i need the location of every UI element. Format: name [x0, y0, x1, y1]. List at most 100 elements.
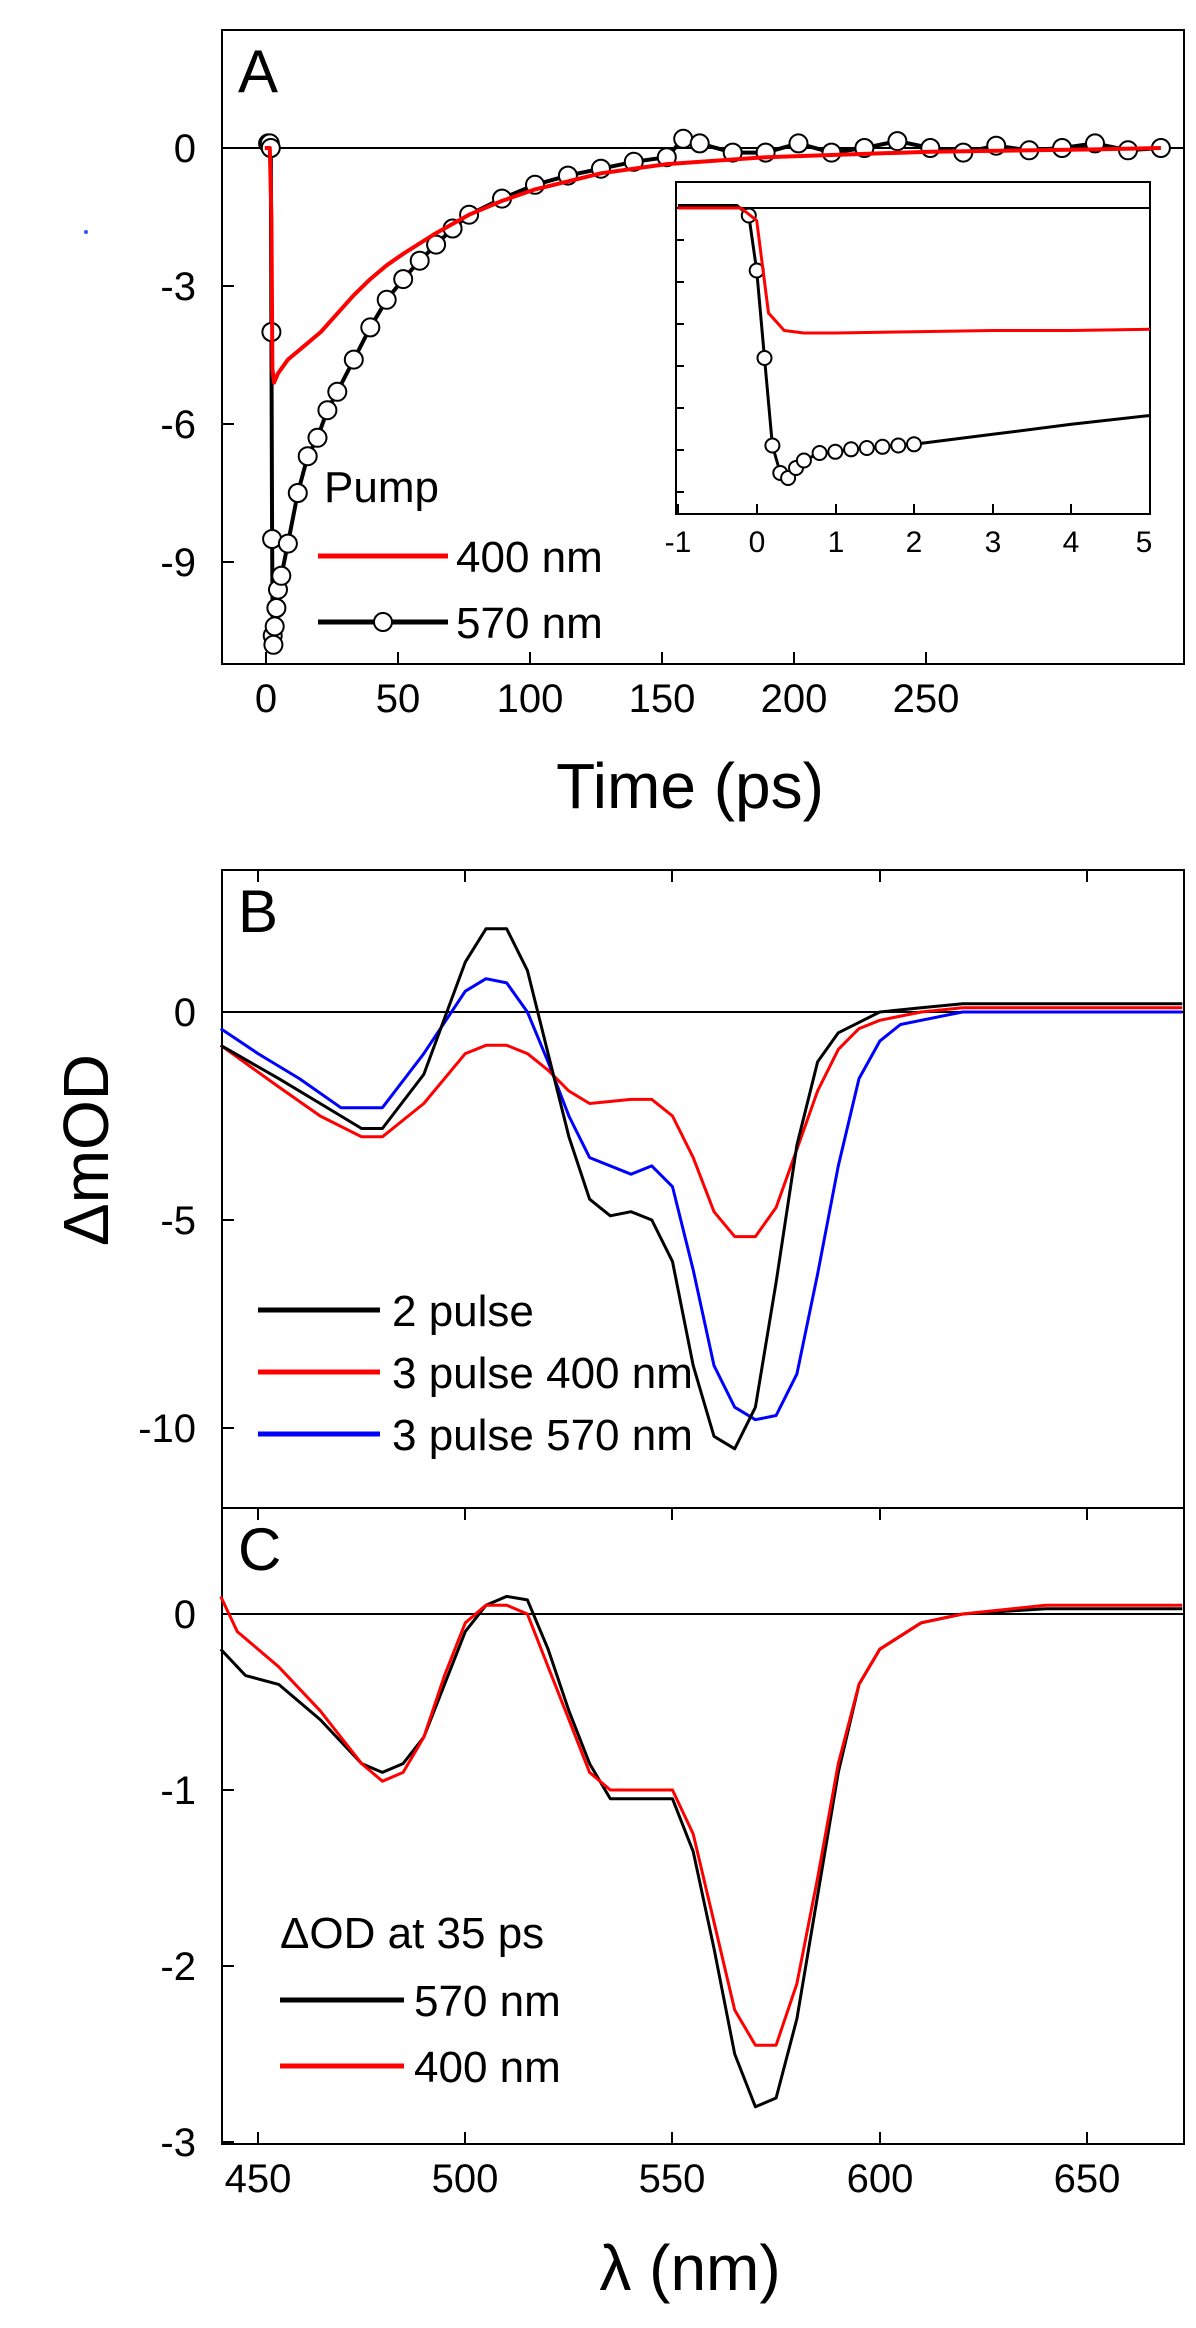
legend-c-label-400: 400 nm — [414, 2043, 561, 2092]
b-ytick-label-2: -10 — [138, 1407, 196, 1451]
legend-b-label-1: 2 pulse — [392, 1287, 534, 1336]
c-series-400nm-line — [219, 1595, 1183, 2047]
a-series-570nm-point-33 — [722, 142, 743, 163]
inset-series-570nm-point-11 — [858, 440, 875, 456]
panel-c-legend: ΔOD at 35 ps 570 nm 400 nm — [280, 1909, 561, 2092]
inset-xtick-label-3: 2 — [906, 526, 923, 559]
a-series-570nm-point-15 — [317, 400, 338, 421]
c-series-570nm-line — [219, 1594, 1183, 2109]
a-series-570nm-point-19 — [376, 289, 397, 310]
c-xtick-label-0: 450 — [225, 2157, 292, 2201]
a-xtick-label-5: 250 — [893, 677, 960, 721]
panel-b-series — [219, 927, 1183, 1451]
a-series-570nm-point-18 — [360, 317, 381, 338]
legend-a-label-570: 570 nm — [456, 599, 603, 648]
panel-c-frame — [221, 1507, 1185, 2145]
a-xtick-label-0: 0 — [255, 677, 277, 721]
panel-a-letter: A — [238, 38, 278, 105]
a-xtick-label-2: 100 — [497, 677, 564, 721]
panel-b: B 0 -5 -10 2 pulse 3 pulse 400 nm 3 puls… — [138, 869, 1185, 1509]
a-ytick-label-2: -6 — [160, 403, 196, 447]
inset-xtick-label-5: 4 — [1063, 526, 1080, 559]
b-series-3pulse-570nm-line — [219, 977, 1183, 1422]
a-xtick-label-1: 50 — [376, 677, 421, 721]
panel-a-ticks — [222, 147, 927, 664]
inset-series-570nm-point-13 — [890, 437, 907, 454]
inset-xtick-label-1: 0 — [749, 526, 766, 559]
panel-b-frame — [221, 869, 1185, 1509]
a-series-570nm-point-16 — [327, 381, 348, 402]
panel-a-series — [258, 128, 1171, 655]
a-series-570nm-point-30 — [656, 147, 677, 168]
a-ytick-label-1: -3 — [160, 265, 196, 309]
legend-c-title: ΔOD at 35 ps — [280, 1909, 544, 1958]
inset-series-570nm-point-12 — [874, 438, 891, 455]
panel-a-inset: -1 0 1 2 3 4 5 — [665, 181, 1153, 559]
panel-a-frame — [221, 29, 1185, 665]
inset-series-570nm-point-3 — [764, 437, 781, 454]
b-series-3pulse-400nm-line — [219, 1006, 1183, 1239]
c-ytick-label-0: 0 — [174, 1593, 196, 1637]
inset-series — [678, 204, 1151, 486]
c-ytick-label-1: -1 — [160, 1769, 196, 1813]
c-xtick-label-4: 650 — [1054, 2157, 1121, 2201]
a-series-570nm-point-12 — [287, 483, 308, 503]
a-series-570nm-point-7 — [264, 616, 285, 637]
inset-ticks — [676, 239, 1151, 514]
panel-b-ticks — [222, 870, 1088, 1429]
a-series-570nm-point-31 — [673, 128, 694, 149]
legend-b-label-2: 3 pulse 400 nm — [392, 1349, 693, 1398]
a-series-570nm-point-22 — [426, 234, 447, 255]
c-x-axis-title: λ (nm) — [599, 2232, 780, 2304]
legend-a-title: Pump — [324, 463, 439, 512]
inset-series-570nm-point-14 — [906, 436, 922, 453]
a-series-570nm-point-35 — [788, 133, 809, 154]
panel-b-legend: 2 pulse 3 pulse 400 nm 3 pulse 570 nm — [258, 1287, 693, 1460]
panel-c-letter: C — [238, 1516, 281, 1583]
bc-y-axis-title: ΔmOD — [50, 1054, 122, 1246]
inset-series-400nm-line — [678, 206, 1151, 335]
a-ytick-label-0: 0 — [174, 127, 196, 171]
inset-xtick-label-4: 3 — [985, 526, 1002, 559]
a-series-570nm-point-32 — [689, 133, 710, 154]
a-series-570nm-point-38 — [887, 131, 908, 152]
c-ytick-label-2: -2 — [160, 1945, 196, 1989]
a-series-570nm-point-36 — [821, 142, 842, 163]
inset-xtick-label-6: 5 — [1136, 526, 1153, 559]
c-xtick-label-1: 500 — [432, 2157, 499, 2201]
legend-b-label-3: 3 pulse 570 nm — [392, 1411, 693, 1460]
panel-c-ticks — [222, 1508, 1088, 2144]
a-series-570nm-point-14 — [307, 427, 328, 448]
b-ytick-label-1: -5 — [160, 1199, 196, 1243]
panel-a-legend: Pump 400 nm 570 nm — [318, 463, 603, 648]
inset-xtick-label-0: -1 — [665, 526, 692, 559]
a-series-570nm-point-21 — [409, 250, 430, 271]
c-xtick-label-3: 600 — [847, 2157, 914, 2201]
a-xtick-label-3: 150 — [629, 677, 696, 721]
a-series-570nm-point-11 — [277, 533, 298, 554]
panel-a: A 0 50 100 150 200 250 0 -3 -6 -9 Time (… — [84, 29, 1185, 822]
inset-series-570nm-point-2 — [756, 350, 773, 366]
inset-series-570nm-point-10 — [843, 441, 860, 458]
a-series-570nm-point-39 — [920, 138, 941, 158]
panel-c: C 0 -1 -2 -3 450 500 550 600 650 λ (nm) — [160, 1507, 1185, 2304]
c-ytick-label-3: -3 — [160, 2121, 196, 2165]
a-series-570nm-point-20 — [393, 269, 414, 290]
legend-a-label-400: 400 nm — [456, 533, 603, 582]
a-ytick-label-3: -9 — [160, 541, 196, 585]
inset-xtick-label-2: 1 — [828, 526, 845, 559]
stray-dot — [84, 230, 88, 234]
inset-frame — [675, 181, 1151, 515]
a-series-570nm-point-13 — [297, 446, 318, 467]
a-series-570nm-point-6 — [263, 634, 284, 655]
c-xtick-label-2: 550 — [639, 2157, 706, 2201]
a-x-axis-title: Time (ps) — [556, 750, 824, 822]
b-series-2pulse-line — [219, 927, 1183, 1451]
panel-c-series — [219, 1594, 1183, 2109]
inset-series-570nm-point-8 — [811, 445, 828, 461]
a-series-400nm-line — [264, 146, 1161, 385]
a-series-570nm-point-10 — [271, 565, 292, 586]
legend-c-label-570: 570 nm — [414, 1977, 561, 2026]
a-xtick-label-4: 200 — [761, 677, 828, 721]
